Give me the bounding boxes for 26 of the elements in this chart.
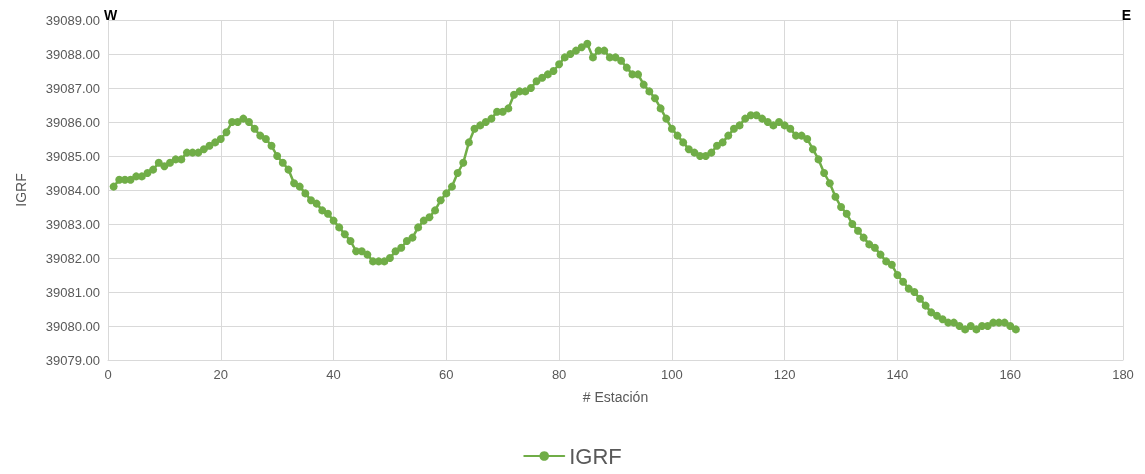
y-tick-label: 39080.00 [45, 318, 100, 334]
y-tick-label: 39089.00 [45, 12, 100, 28]
x-tick-label: 180 [1112, 367, 1134, 382]
y-tick-label: 39087.00 [45, 80, 100, 96]
x-tick-label: 120 [773, 367, 796, 382]
x-tick-label: 20 [213, 367, 229, 382]
y-tick-label: 39084.00 [45, 182, 100, 198]
y-tick-label: 39088.00 [45, 46, 100, 62]
y-tick-label: 39082.00 [45, 250, 100, 266]
x-tick-label: 80 [551, 367, 567, 382]
y-axis-title: IGRF [13, 173, 29, 207]
annotation: E [1121, 7, 1132, 23]
y-tick-label: 39079.00 [45, 352, 100, 368]
y-tick-label: 39085.00 [45, 148, 100, 164]
y-tick-label: 39086.00 [45, 114, 100, 130]
x-tick-label: 40 [326, 367, 341, 382]
x-tick-label: 60 [439, 367, 454, 382]
x-tick-label: 0 [104, 367, 112, 382]
annotation: W [104, 7, 118, 23]
x-tick-label: 140 [886, 367, 909, 382]
y-tick-label: 39083.00 [45, 216, 100, 232]
x-axis-title: # Estación [582, 389, 649, 405]
y-tick-label: 39081.00 [45, 284, 100, 300]
x-tick-label: 160 [999, 367, 1022, 382]
x-tick-label: 100 [661, 367, 683, 382]
legend-label: IGRF [569, 443, 622, 469]
